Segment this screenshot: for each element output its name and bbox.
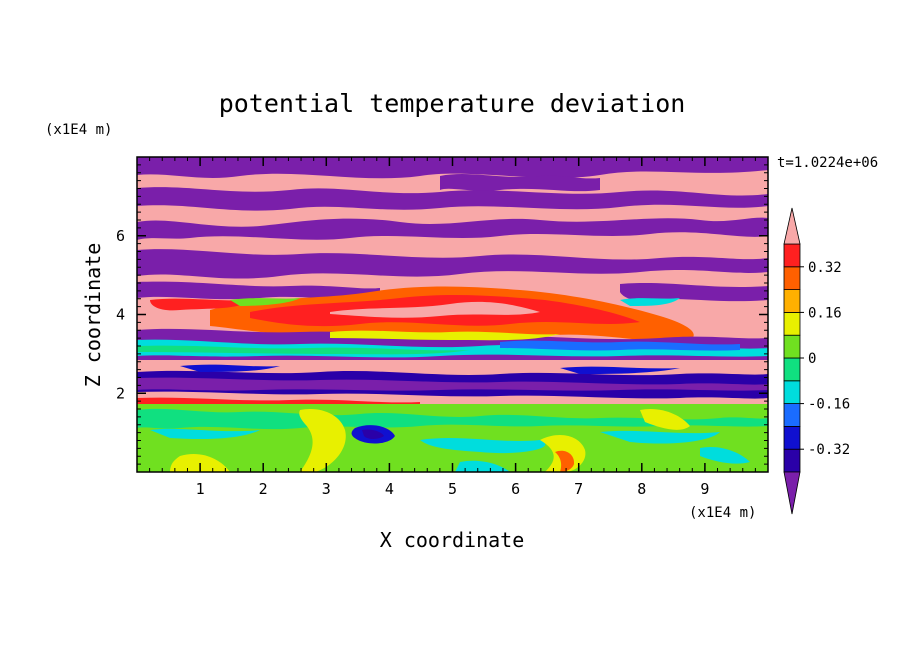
blob-cold-1 [180, 364, 280, 372]
colorbar-extend-low [783, 471, 801, 515]
colorbar: 0.32 0.16 0 -0.16 -0.32 [783, 207, 850, 515]
y-tick-label: 6 [116, 227, 125, 245]
x-tick-label: 2 [259, 480, 268, 498]
x-axis-label: X coordinate [380, 528, 525, 552]
band-mixed-green [137, 345, 470, 355]
lower-plume-yellow [299, 408, 346, 472]
lower-plume-yellow-3 [170, 453, 230, 472]
colorbar-label: 0.16 [808, 305, 842, 321]
lower-vortex-core [362, 429, 384, 439]
time-label: t=1.0224e+06 [777, 155, 878, 171]
lower-green-light [137, 408, 768, 430]
colorbar-swatch [783, 403, 801, 427]
lower-cyan-5 [455, 460, 510, 472]
lower-cyan-3 [600, 430, 720, 444]
band-mid-1 [137, 281, 380, 300]
y-tick-label: 4 [116, 306, 125, 324]
colorbar-label: -0.32 [808, 442, 850, 458]
lower-cyan-2 [420, 438, 546, 454]
x-tick-label: 9 [700, 480, 709, 498]
x-tick-label: 7 [574, 480, 583, 498]
lower-plume-yellow-4 [640, 408, 690, 430]
blob-warm-core [330, 301, 540, 318]
band-mid-2 [620, 283, 768, 302]
colorbar-swatch [783, 334, 801, 359]
blob-left-green [230, 298, 300, 306]
band-upper-4 [137, 249, 768, 279]
x-tick-label: 3 [322, 480, 331, 498]
x-tick-label: 6 [511, 480, 520, 498]
blob-right-cyan [620, 298, 680, 306]
contour-field [137, 157, 768, 472]
colorbar-swatch [783, 425, 801, 450]
band-cold-purple [137, 377, 768, 391]
colorbar-swatch [783, 448, 801, 473]
x-tick-label: 5 [448, 480, 457, 498]
colorbar-label: 0.32 [808, 260, 842, 276]
colorbar-swatch [783, 380, 801, 404]
band-upper-5 [440, 174, 600, 192]
y-axis-unit: (x1E4 m) [45, 122, 112, 138]
x-tick-label: 1 [196, 480, 205, 498]
band-mixed-yellow [330, 330, 560, 341]
colorbar-swatch [783, 243, 801, 268]
y-tick-label: 2 [116, 384, 125, 402]
colorbar-swatch [783, 357, 801, 382]
x-tick-label: 8 [637, 480, 646, 498]
blob-left-red [150, 298, 250, 311]
x-tick-label: 4 [385, 480, 394, 498]
colorbar-label: -0.16 [808, 397, 850, 413]
colorbar-label: 0 [808, 351, 816, 367]
blob-cold-2 [560, 366, 680, 374]
band-cold-red [137, 397, 420, 406]
chart-title: potential temperature deviation [219, 89, 686, 118]
band-upper-2 [137, 187, 768, 211]
lower-cyan-1 [150, 428, 260, 440]
colorbar-swatch [783, 266, 801, 290]
colorbar-swatch [783, 311, 801, 336]
colorbar-extend-high [783, 207, 801, 245]
axis-ticks: 1 2 3 4 5 6 7 8 9 2 4 6 [116, 157, 769, 498]
band-upper-1 [137, 157, 768, 179]
band-upper-3 [137, 217, 768, 240]
y-axis-label: Z coordinate [81, 243, 105, 388]
lower-plume-orange [555, 450, 575, 472]
x-axis-unit: (x1E4 m) [689, 505, 756, 521]
band-mixed-blue [500, 340, 740, 351]
lower-cyan-4 [700, 446, 750, 464]
colorbar-swatch [783, 289, 801, 313]
